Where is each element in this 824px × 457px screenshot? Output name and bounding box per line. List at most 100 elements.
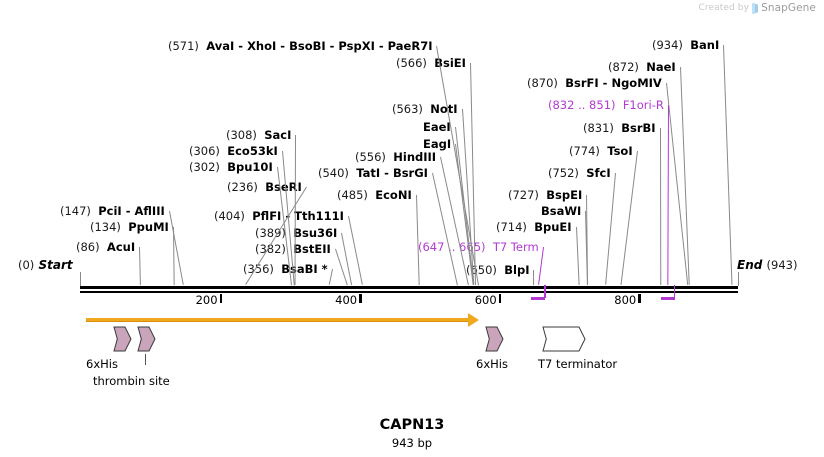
ruler-tick	[498, 294, 502, 303]
enzyme-name: EcoNI	[375, 188, 412, 202]
enzyme-label-bani[interactable]: (934) BanI	[652, 38, 720, 52]
enzyme-name: BspEI	[546, 188, 583, 202]
feature-bar-t7term[interactable]	[531, 297, 546, 300]
arrow-right-filled-icon	[485, 326, 504, 352]
site-position: (831)	[583, 121, 614, 135]
enzyme-label-eagi[interactable]: EagI	[423, 137, 452, 151]
enzyme-label-tati[interactable]: (540) TatI - BsrGI	[318, 166, 428, 180]
enzyme-label-bpu10i[interactable]: (302) Bpu10I	[189, 160, 273, 174]
ruler-line-top	[80, 286, 738, 289]
arrow-right-filled-icon	[137, 326, 156, 352]
feature-glyph-his6-right[interactable]	[485, 326, 504, 352]
feature-glyph-t7-terminator[interactable]	[542, 326, 586, 352]
site-position: (727)	[508, 188, 539, 202]
enzyme-label-eco53ki[interactable]: (306) Eco53kI	[189, 144, 278, 158]
enzyme-name: PciI	[98, 204, 122, 218]
page-title: CAPN13	[379, 417, 445, 433]
enzyme-label-bsrbi[interactable]: (831) BsrBI	[583, 121, 656, 135]
enzyme-name: TsoI	[607, 144, 633, 158]
enzyme-label-noti[interactable]: (563) NotI	[392, 102, 458, 116]
enzyme-label-naei[interactable]: (872) NaeI	[608, 60, 676, 74]
enzyme-label-eaei[interactable]: EaeI	[423, 121, 451, 134]
enzyme-label-bspei[interactable]: (727) BspEI	[508, 188, 583, 202]
enzyme-name: NotI	[430, 102, 458, 116]
site-position: (934)	[652, 38, 683, 52]
enzyme-name: BstEII	[293, 242, 331, 256]
enzyme-label-sfci[interactable]: (752) SfcI	[548, 166, 611, 180]
enzyme-label-avai[interactable]: (571) AvaI - XhoI - BsoBI - PspXI - PaeR…	[168, 39, 432, 53]
site-position: (752)	[548, 166, 579, 180]
enzyme-name: AcuI	[106, 240, 136, 254]
enzyme-label-bsrfi[interactable]: (870) BsrFI - NgoMIV	[527, 76, 662, 90]
ruler-line-bottom	[80, 291, 738, 293]
feature-caption-thrombin: thrombin site	[93, 374, 170, 388]
start-label-text: Start	[38, 258, 73, 272]
feature-caption-his6-right: 6xHis	[476, 357, 508, 371]
enzyme-label-bsiei[interactable]: (566) BsiEI	[396, 56, 466, 70]
site-position: (571)	[168, 39, 199, 53]
enzyme-label-bsabi[interactable]: (356) BsaBI *	[243, 262, 328, 276]
credit-brand: SnapGene	[761, 2, 816, 14]
enzyme-name: Bsu36I	[293, 226, 338, 240]
leader-line	[659, 127, 661, 286]
site-position: (382)	[255, 242, 286, 256]
site-position: (714)	[496, 220, 527, 234]
ruler-tick	[219, 294, 223, 303]
site-position: (86)	[76, 240, 100, 254]
enzyme-label-bpuei[interactable]: (714) BpuEI	[496, 220, 572, 234]
ruler-tick-label: 800	[614, 293, 637, 307]
enzyme-label-pflfi[interactable]: (404) PflFI - Tth111I	[214, 210, 344, 223]
enzyme-label-econi[interactable]: (485) EcoNI	[337, 188, 412, 202]
enzyme-label-bsu36i[interactable]: (389) Bsu36I	[255, 226, 338, 240]
enzyme-name: BanI	[690, 38, 720, 52]
enzyme-name: Bpu10I	[227, 160, 273, 174]
site-position: (302)	[189, 160, 220, 174]
start-label-position: (0)	[18, 258, 35, 272]
enzyme-name: NaeI	[646, 60, 676, 74]
enzyme-label-ppumi[interactable]: (134) PpuMI	[90, 220, 169, 234]
feature-caption-t7-terminator: T7 terminator	[538, 357, 618, 371]
ruler-tick-label: 200	[195, 293, 218, 307]
enzyme-name: BsiEI	[434, 56, 466, 70]
enzyme-name: Eco53kI	[227, 144, 278, 158]
enzyme-label-bseri[interactable]: (236) BseRI	[227, 181, 302, 194]
enzyme-label-saci[interactable]: (308) SacI	[226, 128, 291, 142]
site-position: (872)	[608, 60, 639, 74]
enzyme-name: PpuMI	[128, 220, 169, 234]
site-position: (306)	[189, 144, 220, 158]
site-position: (540)	[318, 166, 349, 180]
enzyme-label-pcii[interactable]: (147) PciI - AflIII	[60, 204, 165, 218]
enzyme-name: NgoMIV	[611, 76, 662, 90]
enzyme-name: BsaBI *	[281, 262, 328, 276]
ruler-tick-label: 400	[335, 293, 358, 307]
enzyme-label-tsoi[interactable]: (774) TsoI	[569, 144, 633, 158]
enzyme-name: SfcI	[586, 166, 611, 180]
enzyme-label-hindiii[interactable]: (556) HindIII	[355, 151, 436, 164]
enzyme-name: EagI	[423, 137, 452, 151]
feature-glyph-thrombin[interactable]	[137, 326, 156, 352]
site-position: (870)	[527, 76, 558, 90]
site-position: (308)	[226, 128, 257, 142]
feature-label-t7term[interactable]: (647 .. 665) T7 Term	[418, 240, 539, 254]
feature-bar-f1ori-r[interactable]	[660, 297, 675, 300]
end-stem	[738, 272, 739, 286]
name-separator: -	[380, 166, 393, 180]
site-position: (647 .. 665)	[418, 240, 486, 254]
orf-arrowhead-icon	[468, 313, 479, 327]
feature-glyph-his6-left[interactable]	[113, 326, 132, 352]
enzyme-label-bsawi[interactable]: BsaWI	[541, 205, 581, 218]
site-position: (566)	[396, 56, 427, 70]
enzyme-label-acui[interactable]: (86) AcuI	[76, 240, 136, 254]
start-label: (0) Start	[18, 258, 73, 272]
enzyme-label-blpi[interactable]: (650) BlpI	[466, 263, 530, 277]
end-label: End (943)	[737, 259, 797, 272]
thrombin-site-stem	[145, 354, 146, 365]
enzyme-name: BlpI	[504, 263, 530, 277]
ruler-tick	[359, 294, 362, 303]
arrow-right-filled-icon	[113, 326, 132, 352]
orf-bar[interactable]	[86, 318, 468, 322]
feature-label-f1ori-r[interactable]: (832 .. 851) F1ori-R	[548, 99, 664, 112]
enzyme-name: PspXI	[338, 39, 375, 53]
enzyme-label-bstell[interactable]: (382) BstEII	[255, 242, 331, 256]
snapgene-leaf-icon	[752, 2, 759, 14]
